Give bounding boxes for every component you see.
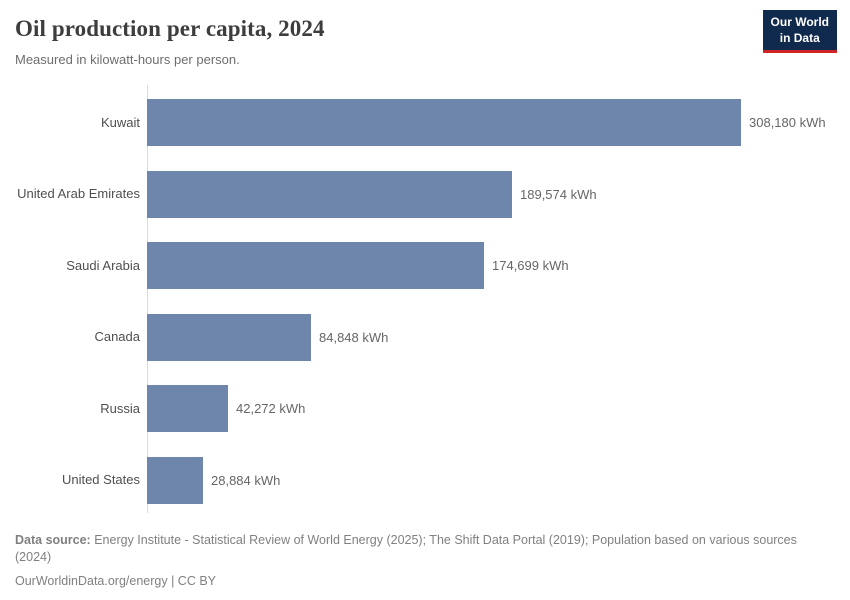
value-label: 28,884 kWh: [211, 472, 281, 488]
bar[interactable]: [147, 456, 203, 504]
bar[interactable]: [147, 99, 741, 147]
chart-footer: Data source: Energy Institute - Statisti…: [15, 532, 825, 590]
chart-row: United States 28,884 kWh: [0, 445, 850, 517]
value-label: 84,848 kWh: [319, 329, 389, 345]
bar-chart: Kuwait 308,180 kWh United Arab Emirates 189…: [0, 87, 850, 516]
chart-row: Kuwait 308,180 kWh: [0, 87, 850, 159]
value-label: 189,574 kWh: [520, 186, 597, 202]
chart-row: Canada 84,848 kWh: [0, 302, 850, 374]
page-title: Oil production per capita, 2024: [15, 16, 325, 41]
country-label: Kuwait: [100, 114, 140, 130]
value-label: 174,699 kWh: [492, 258, 569, 274]
chart-row: United Arab Emirates 189,574 kWh: [0, 159, 850, 231]
bar[interactable]: [147, 313, 311, 361]
data-source-text: Energy Institute - Statistical Review of…: [90, 533, 797, 547]
data-source-line: Data source: Energy Institute - Statisti…: [15, 532, 825, 567]
bar[interactable]: [147, 385, 228, 433]
owid-logo[interactable]: Our World in Data: [762, 10, 837, 54]
value-label: 308,180 kWh: [749, 115, 826, 131]
country-label: United Arab Emirates: [17, 186, 140, 202]
bar[interactable]: [147, 170, 512, 218]
country-label: United States: [61, 472, 140, 488]
owid-logo-line1: Our World: [770, 15, 829, 29]
data-source-line2: (2024): [15, 550, 52, 565]
chart-row: Russia 42,272 kWh: [0, 373, 850, 445]
y-axis-line: [147, 85, 148, 513]
value-label: 42,272 kWh: [236, 401, 306, 417]
data-source-label: Data source:: [15, 533, 91, 547]
country-label: Canada: [94, 329, 140, 345]
country-label: Russia: [100, 400, 140, 416]
citation[interactable]: OurWorldinData.org/energy | CC BY: [15, 573, 217, 588]
chart-row: Saudi Arabia 174,699 kWh: [0, 230, 850, 302]
owid-logo-line2: in Data: [779, 30, 820, 45]
bar[interactable]: [147, 242, 484, 290]
chart-subtitle: Measured in kilowatt-hours per person.: [15, 52, 240, 67]
country-label: Saudi Arabia: [66, 257, 140, 273]
